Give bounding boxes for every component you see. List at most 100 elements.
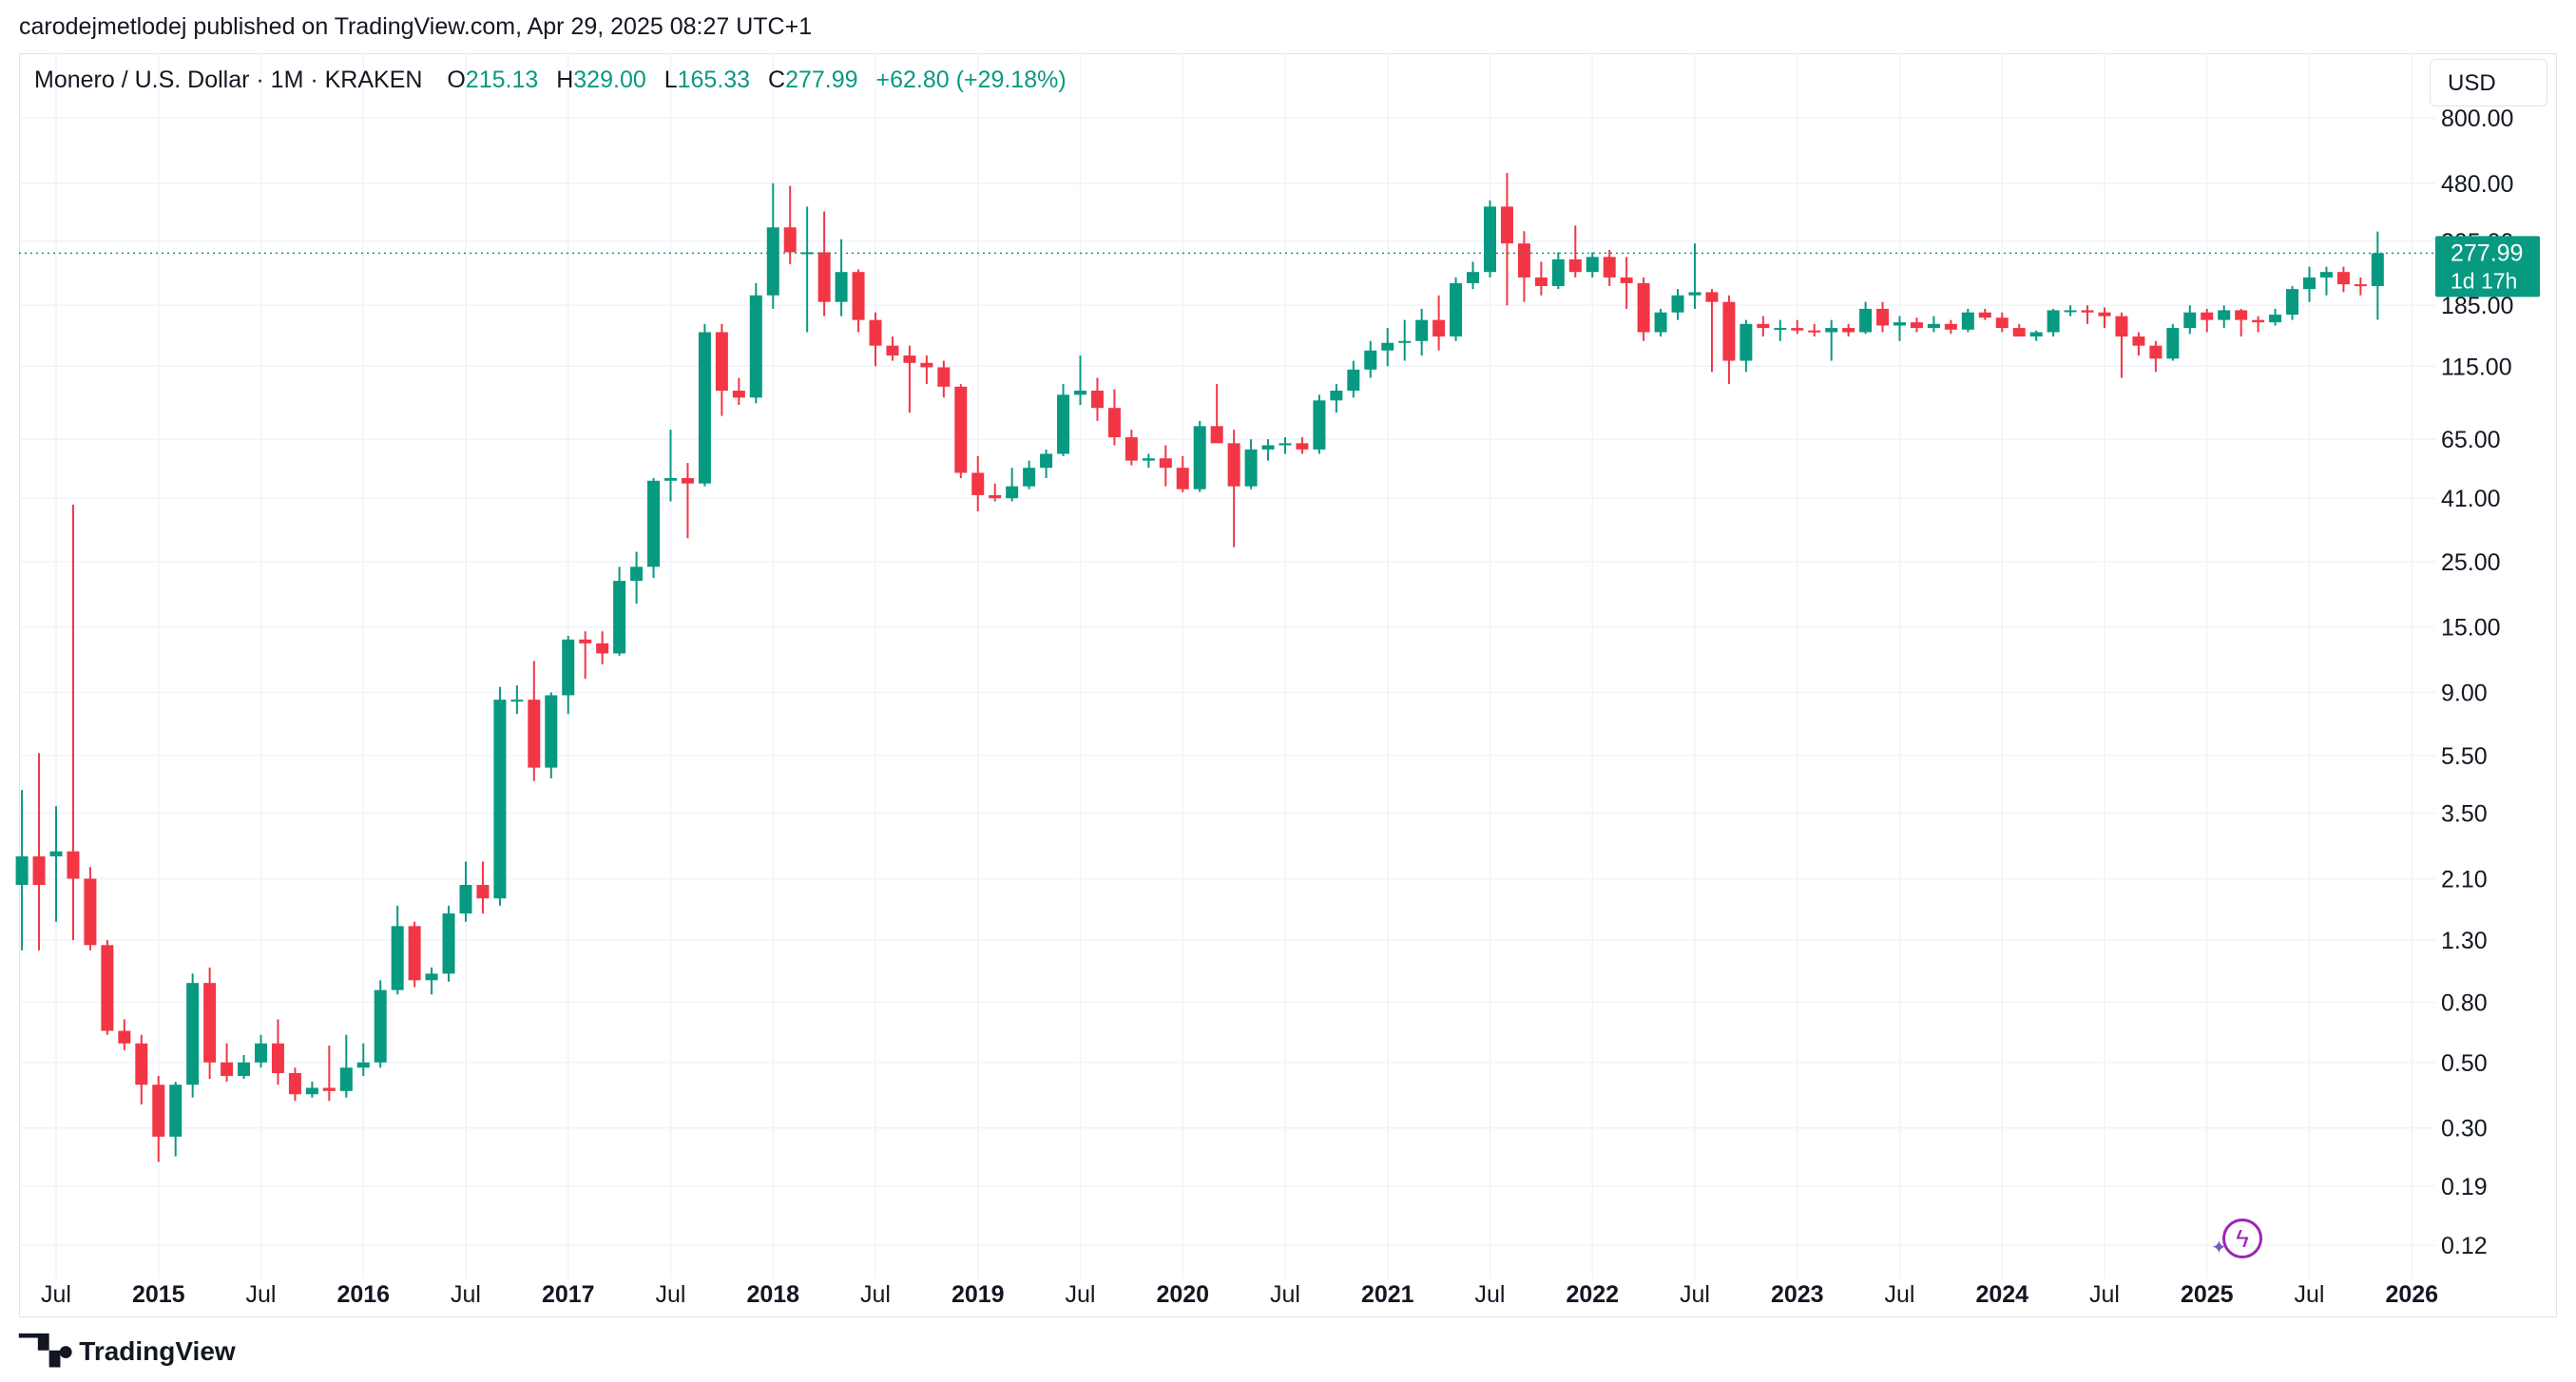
candle xyxy=(647,477,661,579)
price-tick-label: 3.50 xyxy=(2441,801,2488,828)
candle xyxy=(1244,439,1258,489)
candle-body xyxy=(238,1062,251,1076)
candle-body xyxy=(118,1030,131,1044)
time-tick-label: Jul xyxy=(41,1281,71,1308)
candle-body xyxy=(732,391,745,398)
candle xyxy=(528,661,541,781)
candle xyxy=(2081,305,2094,324)
candle xyxy=(1040,449,1053,478)
candle-body xyxy=(2354,284,2367,287)
candle xyxy=(408,921,421,988)
candle-body xyxy=(698,332,711,484)
currency-button[interactable]: USD xyxy=(2430,59,2547,106)
tradingview-brand[interactable]: ▔▚● TradingView xyxy=(19,1334,236,1368)
candle xyxy=(1944,319,1957,335)
low-label: L xyxy=(663,67,678,93)
candle xyxy=(1278,437,1292,454)
candle xyxy=(698,323,711,487)
candle-body xyxy=(1688,292,1701,296)
close-label: C xyxy=(768,67,786,93)
chart-frame[interactable] xyxy=(19,53,2557,1317)
candle xyxy=(1688,243,1701,309)
brand-name: TradingView xyxy=(79,1335,236,1366)
symbol-description[interactable]: Monero / U.S. Dollar · 1M · KRAKEN xyxy=(34,67,423,93)
candle-body xyxy=(1637,282,1650,333)
price-tick-label: 41.00 xyxy=(2441,486,2501,512)
candle xyxy=(1125,430,1138,466)
candle xyxy=(374,980,387,1068)
price-tick-label: 0.30 xyxy=(2441,1116,2488,1142)
candle-body xyxy=(2132,336,2145,346)
candle xyxy=(1210,384,1223,444)
candle xyxy=(2336,266,2350,293)
candle-body xyxy=(408,926,421,981)
candle xyxy=(1637,277,1650,341)
candle-body xyxy=(2336,272,2350,285)
candle xyxy=(562,635,575,715)
published-by-line: carodejmetlodej published on TradingView… xyxy=(19,13,813,40)
time-tick-label: Jul xyxy=(451,1281,481,1308)
candle-body xyxy=(1023,468,1036,487)
candle-body xyxy=(2218,310,2231,320)
candle-body xyxy=(1568,259,1582,273)
time-tick-label: 2024 xyxy=(1975,1281,2028,1308)
candle xyxy=(1774,319,1787,341)
time-tick-label: Jul xyxy=(1680,1281,1710,1308)
last-price-badge xyxy=(2435,236,2540,298)
candle-body xyxy=(1876,308,1890,326)
lightning-icon[interactable]: ϟ xyxy=(2222,1219,2262,1258)
candle xyxy=(989,483,1002,502)
candle xyxy=(2286,285,2299,320)
candle-body xyxy=(152,1084,165,1137)
candle-body xyxy=(271,1043,284,1074)
candle xyxy=(1825,319,1838,361)
candle xyxy=(1107,389,1121,446)
candle-body xyxy=(2166,328,2180,359)
candle-body xyxy=(255,1043,267,1063)
bar-countdown-text: 1d 17h xyxy=(2451,268,2517,293)
candle xyxy=(1296,437,1309,454)
candles xyxy=(15,173,2384,1162)
candle xyxy=(2132,332,2145,356)
candle xyxy=(1057,384,1070,456)
candle-body xyxy=(1859,308,1873,333)
candle-body xyxy=(1415,319,1429,341)
candle-body xyxy=(1978,312,1991,318)
high-value: 329.00 xyxy=(573,67,646,93)
candle-body xyxy=(1705,292,1719,302)
candle-body xyxy=(1808,330,1821,333)
candle xyxy=(1500,173,1513,306)
candle xyxy=(1398,319,1412,361)
candle-body xyxy=(1364,350,1377,370)
candle xyxy=(1074,355,1086,405)
candle xyxy=(1603,250,1616,286)
candle xyxy=(1142,453,1155,469)
time-tick-label: Jul xyxy=(1066,1281,1096,1308)
candle-body xyxy=(186,983,200,1085)
candle-body xyxy=(305,1087,318,1095)
candle xyxy=(255,1034,267,1068)
candle xyxy=(135,1034,148,1105)
candle-body xyxy=(613,581,626,654)
candle-body xyxy=(1006,486,1019,499)
candle-body xyxy=(1107,408,1121,438)
candle xyxy=(783,185,797,265)
candle xyxy=(1671,289,1684,320)
candle-body xyxy=(49,851,63,856)
candle xyxy=(1330,384,1343,413)
open-label: O xyxy=(447,67,466,93)
candle-body xyxy=(476,885,490,899)
candle-body xyxy=(1791,328,1804,331)
candle-body xyxy=(852,272,865,320)
candle-body xyxy=(1484,206,1496,273)
candle xyxy=(1551,252,1565,290)
candle xyxy=(2252,316,2265,333)
price-tick-label: 115.00 xyxy=(2441,354,2512,380)
candle xyxy=(442,905,455,982)
candle-body xyxy=(15,855,29,886)
candle xyxy=(1876,301,1890,333)
candle-body xyxy=(2269,315,2282,323)
candle-body xyxy=(937,367,951,387)
